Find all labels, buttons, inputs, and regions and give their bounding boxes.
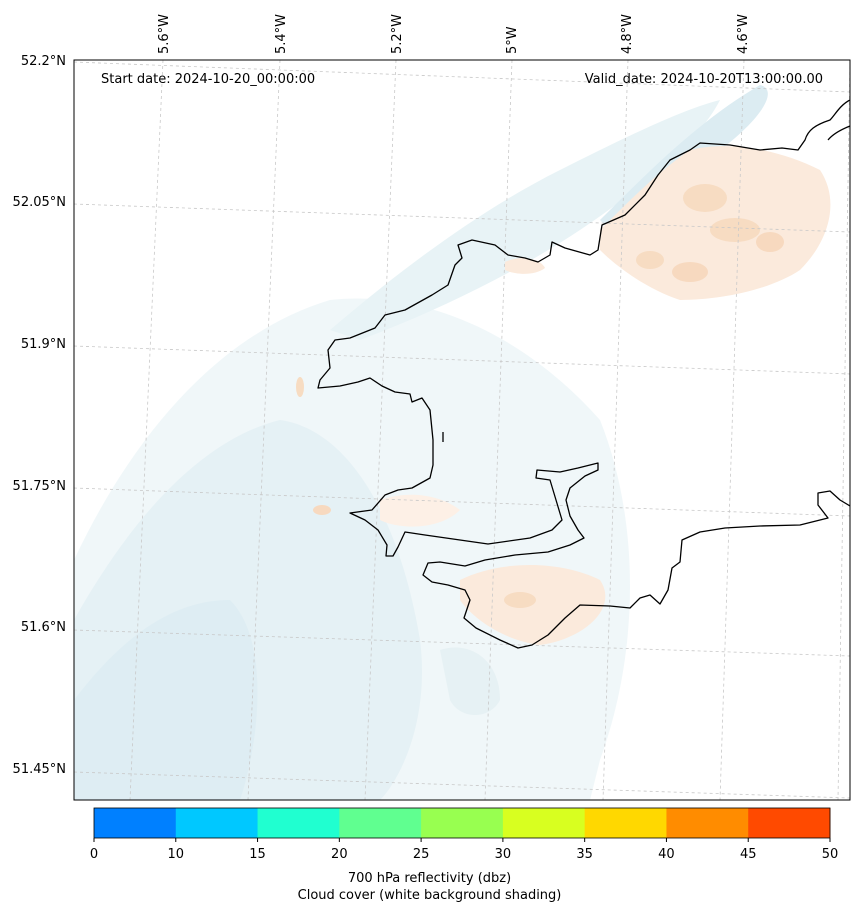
longitude-labels: 5.6°W 5.4°W 5.2°W 5°W 4.8°W 4.6°W: [157, 14, 751, 54]
start-date-label: Start date: 2024-10-20_00:00:00: [101, 72, 315, 87]
lon-label-5-6w: 5.6°W: [157, 14, 172, 54]
lon-label-4-8w: 4.8°W: [620, 14, 635, 54]
colorbar-tick-label: 25: [413, 847, 430, 862]
cloud-cover-shading: [74, 85, 768, 800]
colorbar-tick-label: 45: [740, 847, 757, 862]
reflectivity-contours: [296, 146, 831, 645]
map-area: [74, 60, 850, 800]
colorbar-segment: [502, 808, 586, 838]
lat-label-51-9n: 51.9°N: [21, 337, 66, 352]
colorbar-segment: [584, 808, 667, 838]
colorbar-segment: [339, 808, 422, 838]
lon-label-4-6w: 4.6°W: [736, 14, 751, 54]
colorbar-segment: [94, 808, 177, 838]
lat-label-52-2n: 52.2°N: [21, 54, 66, 69]
colorbar-tick-label: 40: [658, 847, 675, 862]
lat-label-51-75n: 51.75°N: [13, 479, 66, 494]
colorbar-label-cloud-cover: Cloud cover (white background shading): [297, 888, 562, 903]
colorbar-segment: [175, 808, 259, 838]
lat-label-51-45n: 51.45°N: [13, 762, 66, 777]
lat-label-51-6n: 51.6°N: [21, 620, 66, 635]
colorbar-tick-label: 20: [331, 847, 348, 862]
colorbar-frame: [93, 807, 831, 839]
colorbar-segment: [257, 808, 340, 838]
colorbar-segment: [748, 808, 831, 838]
lon-label-5-4w: 5.4°W: [274, 14, 289, 54]
colorbar-segment: [666, 808, 749, 838]
colorbar-tick-label: 15: [249, 847, 266, 862]
coastline: [317, 99, 850, 649]
colorbar-tick-label: 35: [576, 847, 593, 862]
colorbar-tick-label: 50: [822, 847, 839, 862]
latitude-labels: 52.2°N 52.05°N 51.9°N 51.75°N 51.6°N 51.…: [13, 54, 66, 777]
colorbar-label-reflectivity: 700 hPa reflectivity (dbz): [347, 871, 512, 886]
map-frame: [73, 59, 851, 801]
colorbar-tick-label: 30: [495, 847, 512, 862]
colorbar-tick-label: 0: [90, 847, 98, 862]
colorbar: 0 10 15 20 25 30 35 40 45 50: [90, 807, 839, 862]
lat-label-52-05n: 52.05°N: [13, 195, 66, 210]
colorbar-segment: [421, 808, 504, 838]
colorbar-tick-label: 10: [168, 847, 185, 862]
lon-label-5w: 5°W: [505, 26, 520, 54]
valid-date-label: Valid_date: 2024-10-20T13:00:00.00: [585, 72, 823, 87]
lon-label-5-2w: 5.2°W: [390, 14, 405, 54]
